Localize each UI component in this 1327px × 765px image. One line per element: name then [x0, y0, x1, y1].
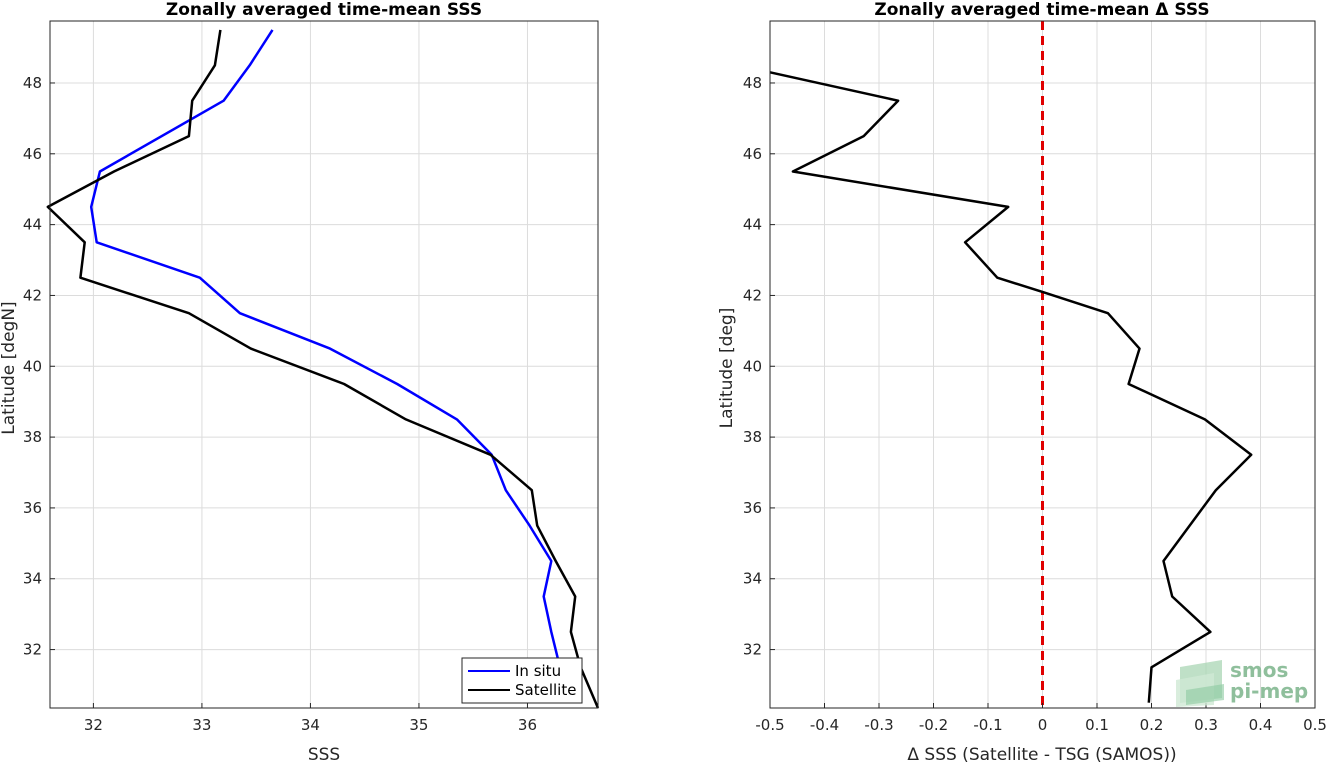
- left-plot-area: [50, 21, 598, 708]
- right-x-tick-label: -0.3: [864, 716, 893, 734]
- legend-label-satellite: Satellite: [515, 681, 576, 699]
- right-y-tick-label: 46: [743, 145, 762, 163]
- left-x-tick-label: 33: [192, 716, 211, 734]
- right-x-tick-label: -0.2: [919, 716, 948, 734]
- right-ticks: -0.5 -0.4 -0.3 -0.2 -0.1 0 0.1 0.2 0.3 0.4 0.5 32 34…: [743, 74, 1327, 734]
- left-chart-panel: Zonally averaged time-mean SSS 32 33 34 35 3…: [0, 0, 600, 765]
- left-x-tick-label: 34: [301, 716, 320, 734]
- logo-text-smos: smos: [1230, 658, 1288, 682]
- right-y-tick-label: 48: [743, 74, 762, 92]
- left-y-tick-label: 44: [23, 216, 42, 234]
- right-x-tick-label: 0.3: [1194, 716, 1218, 734]
- left-axes-box: [49, 20, 599, 709]
- left-x-tick-label: 32: [84, 716, 103, 734]
- left-ticks: 32 33 34 35 36 32 34 36 38 40 42 44 46 48: [23, 74, 537, 734]
- legend: In situ Satellite: [461, 657, 583, 704]
- left-y-tick-label: 38: [23, 428, 42, 446]
- left-y-tick-label: 36: [23, 499, 42, 517]
- left-x-axis-label: SSS: [308, 745, 340, 765]
- logo-text-pi-mep: pi-mep: [1230, 679, 1308, 703]
- right-y-axis-label: Latitude [deg]: [717, 308, 737, 429]
- right-y-tick-label: 34: [743, 570, 762, 588]
- right-x-tick-label: 0: [1038, 716, 1048, 734]
- right-y-tick-label: 32: [743, 641, 762, 659]
- right-x-tick-label: -0.5: [755, 716, 784, 734]
- left-y-tick-label: 42: [23, 286, 42, 304]
- left-series-group: [46, 29, 600, 709]
- right-x-tick-label: -0.4: [810, 716, 839, 734]
- smos-pi-mep-logo: smos pi-mep: [1176, 658, 1308, 707]
- right-y-tick-label: 38: [743, 428, 762, 446]
- left-x-tick-label: 35: [409, 716, 428, 734]
- left-y-tick-label: 32: [23, 641, 42, 659]
- right-series-line-0: [769, 71, 1253, 703]
- right-chart-panel: Zonally averaged time-mean Δ SSS -0.5 -0.…: [717, 0, 1327, 765]
- right-x-tick-label: 0.2: [1140, 716, 1164, 734]
- right-x-tick-label: 0.4: [1249, 716, 1273, 734]
- left-y-axis-label: Latitude [degN]: [0, 301, 19, 434]
- right-y-tick-label: 44: [743, 216, 762, 234]
- right-chart-title: Zonally averaged time-mean Δ SSS: [874, 0, 1209, 20]
- left-chart-title: Zonally averaged time-mean SSS: [166, 0, 482, 20]
- right-y-tick-label: 36: [743, 499, 762, 517]
- right-x-tick-label: 0.1: [1085, 716, 1109, 734]
- left-y-tick-label: 46: [23, 145, 42, 163]
- left-y-tick-label: 40: [23, 357, 42, 375]
- legend-label-in-situ: In situ: [515, 662, 561, 680]
- left-grid: [50, 21, 598, 708]
- right-x-tick-label: -0.1: [973, 716, 1002, 734]
- left-y-tick-label: 48: [23, 74, 42, 92]
- right-y-tick-label: 42: [743, 286, 762, 304]
- left-x-tick-label: 36: [518, 716, 537, 734]
- right-series-group: [769, 71, 1253, 703]
- legend-box: [461, 657, 583, 704]
- left-y-tick-label: 34: [23, 570, 42, 588]
- right-y-tick-label: 40: [743, 357, 762, 375]
- left-series-line-in-situ: [89, 29, 578, 704]
- right-x-axis-label: Δ SSS (Satellite - TSG (SAMOS)): [907, 745, 1176, 765]
- right-x-tick-label: 0.5: [1303, 716, 1327, 734]
- left-series-line-satellite: [46, 29, 600, 709]
